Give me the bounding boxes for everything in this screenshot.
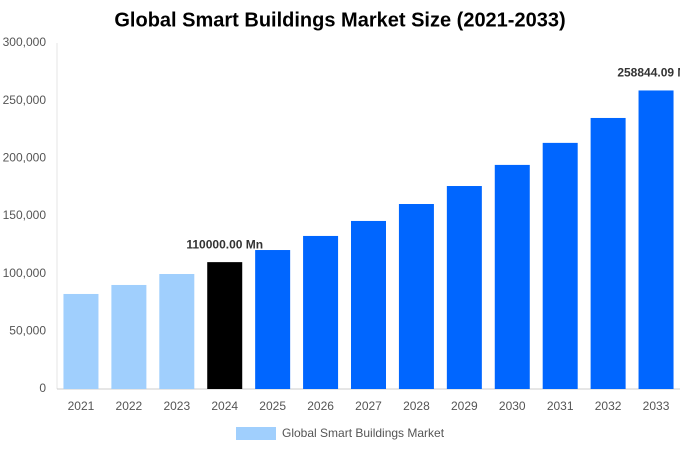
x-tick-label: 2027 (355, 399, 382, 413)
bar (207, 262, 243, 389)
x-tick-label: 2028 (403, 399, 430, 413)
bar (303, 235, 339, 389)
bar (159, 274, 195, 389)
y-tick-label: 50,000 (9, 324, 46, 338)
bar (446, 186, 482, 389)
legend-label: Global Smart Buildings Market (282, 426, 445, 440)
x-tick-label: 2023 (163, 399, 190, 413)
legend-swatch (236, 427, 276, 440)
x-tick-label: 2033 (643, 399, 670, 413)
x-tick-label: 2021 (68, 399, 95, 413)
bar (590, 117, 626, 389)
bar (542, 142, 578, 389)
bar (398, 204, 434, 389)
x-tick-label: 2031 (547, 399, 574, 413)
y-tick-label: 100,000 (3, 266, 47, 280)
bar (111, 284, 147, 389)
data-label: 258844.09 Mn (617, 66, 680, 80)
y-tick-label: 0 (39, 381, 46, 395)
x-tick-label: 2030 (499, 399, 526, 413)
y-tick-label: 300,000 (3, 35, 47, 49)
x-tick-label: 2024 (211, 399, 238, 413)
x-tick-label: 2026 (307, 399, 334, 413)
x-tick-label: 2025 (259, 399, 286, 413)
bar (63, 293, 99, 389)
chart-title: Global Smart Buildings Market Size (2021… (114, 9, 565, 31)
bar (255, 250, 291, 389)
y-tick-label: 250,000 (3, 93, 47, 107)
x-tick-label: 2022 (116, 399, 143, 413)
bar (638, 90, 674, 389)
bar (494, 164, 530, 389)
x-tick-label: 2029 (451, 399, 478, 413)
data-label: 110000.00 Mn (186, 237, 263, 251)
bar (351, 220, 386, 389)
y-tick-label: 200,000 (3, 151, 47, 165)
y-tick-label: 150,000 (3, 208, 47, 222)
x-tick-label: 2032 (595, 399, 622, 413)
